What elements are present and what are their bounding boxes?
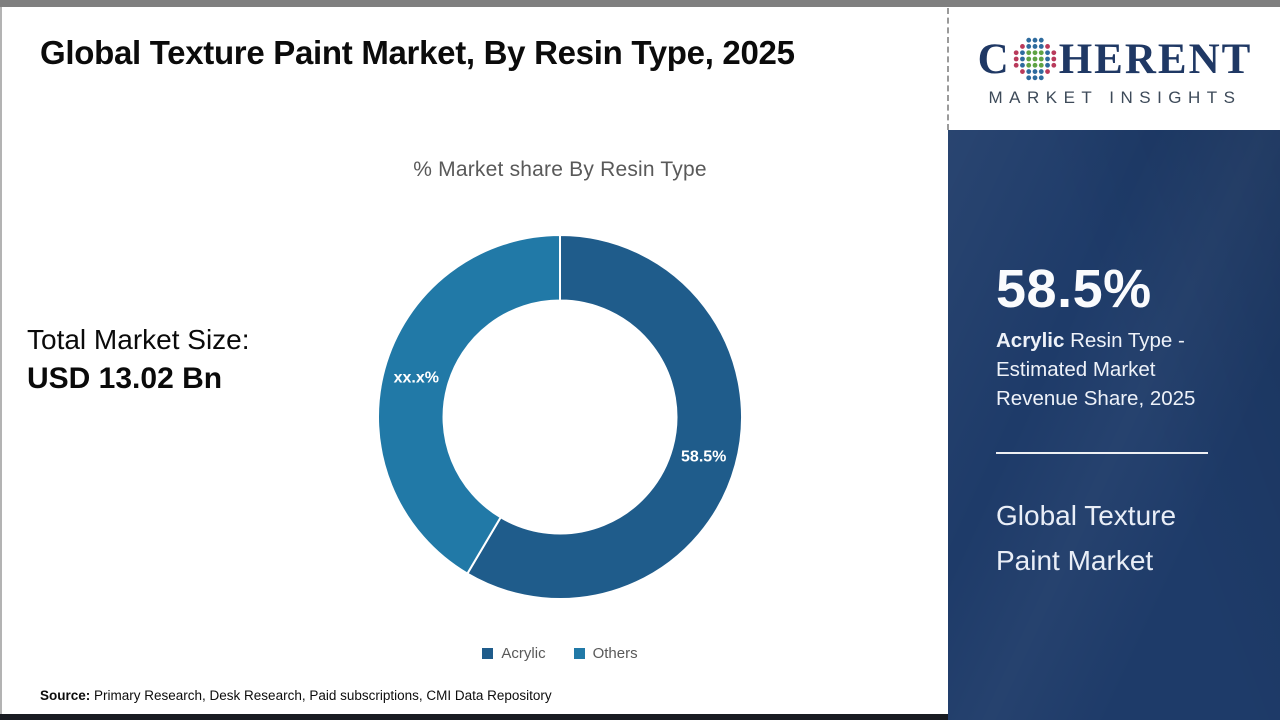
donut-chart: 58.5% xx.x%: [370, 227, 750, 607]
page-title: Global Texture Paint Market, By Resin Ty…: [40, 34, 795, 71]
share-description-rest: Resin Type - Estimated Market Revenue Sh…: [996, 329, 1196, 411]
data-label-acrylic: 58.5%: [681, 448, 726, 465]
donut-data-labels: 58.5% xx.x%: [394, 370, 727, 466]
report-name: Global Texture Paint Market: [996, 500, 1177, 576]
share-value: 58.5%: [996, 259, 1152, 319]
chart-title: % Market share By Resin Type: [413, 158, 707, 181]
legend-item-acrylic[interactable]: Acrylic: [482, 645, 546, 662]
globe-dots: [1013, 37, 1056, 81]
share-description-segment: Acrylic: [996, 329, 1065, 352]
share-description: Acrylic Resin Type - Estimated Market Re…: [996, 326, 1214, 413]
bottom-border: [0, 714, 948, 720]
coherent-globe-icon: [1012, 36, 1058, 82]
logo-word-rest: HERENT: [1058, 35, 1253, 83]
data-label-others: xx.x%: [394, 370, 439, 387]
logo-tagline: MARKET INSIGHTS: [988, 88, 1242, 107]
logo-letter-c: C: [977, 35, 1011, 83]
highlight-sidebar: 58.5% Acrylic Resin Type - Estimated Mar…: [948, 130, 1280, 720]
legend-label: Acrylic: [501, 645, 546, 662]
donut-slice-others[interactable]: [377, 233, 561, 576]
legend-label: Others: [592, 645, 638, 662]
legend-swatch-icon: [573, 648, 585, 659]
source-label: Source:: [40, 688, 91, 703]
header-dashed-divider: [947, 8, 949, 130]
sidebar-divider-line: [996, 452, 1208, 454]
chart-legend: Acrylic Others: [172, 645, 948, 662]
left-border: [0, 7, 2, 714]
donut-slices: [377, 233, 743, 600]
donut-slice-acrylic[interactable]: [465, 233, 743, 600]
legend-swatch-icon: [482, 648, 494, 659]
source-text: Primary Research, Desk Research, Paid su…: [90, 688, 552, 703]
total-market-size-label: Total Market Size:: [27, 324, 250, 355]
legend-item-others[interactable]: Others: [573, 645, 638, 662]
source-note: Source: Primary Research, Desk Research,…: [40, 688, 552, 703]
coherent-market-insights-logo: C HERENT MARKET INSIGHTS: [962, 20, 1268, 124]
total-market-size-block: Total Market Size: USD 13.02 Bn: [27, 322, 250, 398]
logo-wordmark: C HERENT: [978, 36, 1253, 82]
top-border: [0, 0, 1280, 7]
total-market-size-value: USD 13.02 Bn: [27, 361, 223, 395]
